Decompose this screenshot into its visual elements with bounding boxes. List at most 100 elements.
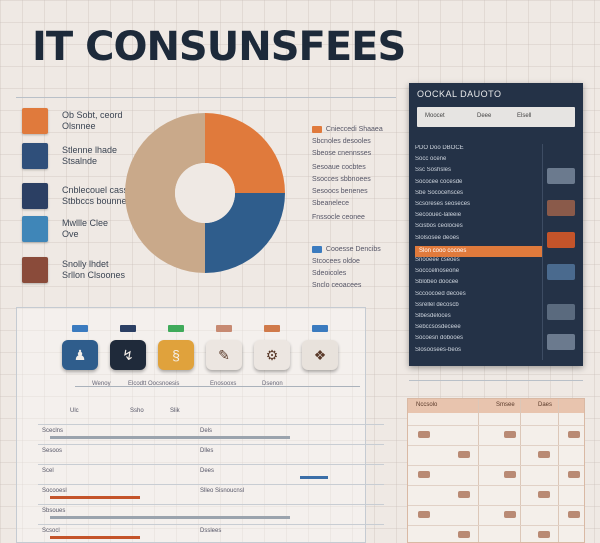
row-item-icon <box>418 471 430 478</box>
row-item-icon <box>568 431 580 438</box>
table-header-cell: Ulc <box>70 408 79 414</box>
panel-row[interactable]: Sccoocoed decoes <box>415 290 466 297</box>
panel-row[interactable]: Socccelnoseone <box>415 268 460 275</box>
network-icon <box>22 216 48 242</box>
panel-top-label: Deee <box>477 113 492 119</box>
arrow-icon[interactable] <box>547 304 575 320</box>
panel-row[interactable]: PDO Doo DBOCE <box>415 145 464 151</box>
row-item-icon <box>458 451 470 458</box>
chart-note: Stcocees oldoe <box>312 258 360 265</box>
table-row-divider <box>38 504 384 505</box>
row-item-icon <box>568 471 580 478</box>
donut-slice <box>205 193 285 273</box>
panel-side-column <box>542 144 578 360</box>
panel-row[interactable]: Slon cooo cocoes <box>415 245 543 257</box>
panel-row[interactable]: Sococee cocesde <box>415 178 463 185</box>
right-table-col-divider <box>520 399 521 542</box>
chart-note-text: Sbeose cnennsses <box>312 150 372 157</box>
icon-chip <box>72 325 88 332</box>
row-item-icon <box>538 451 550 458</box>
right-table-row <box>408 525 584 526</box>
legend-item[interactable]: Stlenne lhade Stsalnde <box>22 143 132 169</box>
icon-caption: Dsenon <box>262 381 283 387</box>
document-icon[interactable]: § <box>158 340 194 370</box>
table-row-divider <box>38 524 384 525</box>
panel-row[interactable]: Secoouec-laleeie <box>415 212 462 219</box>
table-row-bar <box>50 516 290 519</box>
chart-note: Cooesse Dencibs <box>312 246 381 253</box>
legend-label: Snolly lhdet <box>62 259 109 269</box>
right-table-col-divider <box>558 399 559 542</box>
row-item-icon <box>538 491 550 498</box>
legend-item[interactable]: Snolly lhdet Srllon Clsoones <box>22 257 132 283</box>
title-divider <box>16 97 396 98</box>
person-icon[interactable]: ♟ <box>62 340 98 370</box>
chart-note-text: Sesoaue cocbtes <box>312 164 366 171</box>
legend-item[interactable]: Mwllle Clee Ove <box>22 216 132 242</box>
table-header-cell: Slik <box>170 408 180 414</box>
chart-note: Cnieccedi Shaaea <box>312 126 383 133</box>
monitor-icon <box>22 183 48 209</box>
table-row-label: Socooesl <box>42 488 67 494</box>
panel-row[interactable]: Scisbos ceolocies <box>415 223 463 230</box>
right-table-header-cell: Nccsolo <box>416 402 438 408</box>
chart-note-text: Sbeanelece <box>312 200 349 207</box>
legend-label: Mwllle Clee <box>62 218 109 228</box>
right-table-row <box>408 425 584 426</box>
chart-note: Ssocces sbbnoees <box>312 176 371 183</box>
panel-row[interactable]: Slosoosees-beos <box>415 346 462 353</box>
panel-row[interactable]: Sbe Sococehsces <box>415 189 464 196</box>
tools-icon[interactable]: ✎ <box>206 340 242 370</box>
chart-note: Sbeose cnennsses <box>312 150 371 157</box>
table-header-cell: Ssho <box>130 408 144 414</box>
panel-row[interactable]: Slbesdeloces <box>415 313 451 319</box>
table-row-divider <box>38 464 384 465</box>
legend-label: Cnblecouel cass <box>62 185 129 195</box>
legend-sublabel: Stbbccs bounnes <box>62 196 132 206</box>
panel-row[interactable]: Socc ocene <box>415 156 447 163</box>
chart-note-text: Sbcnoles desooles <box>312 138 371 145</box>
strip-divider <box>75 386 360 387</box>
legend-item[interactable]: Cnblecouel cass Stbbccs bounnes <box>22 183 132 209</box>
table-row-value: Dsslees <box>200 528 222 534</box>
panel-top-bar[interactable]: Moocet Deee Elsell <box>417 107 575 127</box>
right-table-row <box>408 465 584 466</box>
legend-label: Stlenne lhade <box>62 145 118 155</box>
table-row-value: Dees <box>200 468 215 474</box>
page-title: IT CONSUNSFEES <box>32 24 406 70</box>
folder-icon[interactable]: ❖ <box>302 340 338 370</box>
chart-icon[interactable]: ↯ <box>110 340 146 370</box>
row-item-icon <box>504 431 516 438</box>
panel-row[interactable]: Socoesn dobooes <box>415 335 464 342</box>
chart-note: Sbcnoles desooles <box>312 138 371 145</box>
bar-icon[interactable] <box>547 168 575 184</box>
settings-icon[interactable]: ⚙ <box>254 340 290 370</box>
panel-row[interactable]: Scsoreses seoseces <box>415 201 471 207</box>
chart-note-text: Stcocees oldoe <box>312 258 360 265</box>
icon-chip <box>312 325 328 332</box>
alert-icon[interactable] <box>547 232 575 248</box>
panel-row[interactable]: Ssrellel decoscb <box>415 301 459 308</box>
panel-row[interactable]: Slolsosee deoes <box>415 234 460 241</box>
panel-row[interactable]: Sebccsosdeceee <box>415 324 461 331</box>
icon-chip <box>120 325 136 332</box>
legend-item[interactable]: Ob Sobt, ceord Olsnnee <box>22 108 132 134</box>
table-row-label: Scsocl <box>42 528 60 534</box>
note-tag <box>312 126 322 133</box>
panel-row[interactable]: Sblobeo doocee <box>415 279 459 286</box>
table-row-label: Scel <box>42 468 54 474</box>
table-row-divider <box>38 444 384 445</box>
list-icon[interactable] <box>547 334 575 350</box>
row-item-icon <box>458 491 470 498</box>
row-item-icon <box>418 431 430 438</box>
panel-top-label: Elsell <box>517 113 532 119</box>
panel-row[interactable]: Snooeee cseoes <box>415 257 460 263</box>
person-icon[interactable] <box>547 200 575 216</box>
panel-row[interactable]: Ssc Soshsles <box>415 167 452 174</box>
chart-note: Fnssocle ceonee <box>312 214 365 221</box>
chart-icon[interactable] <box>547 264 575 280</box>
icon-caption: Wenoy <box>92 381 111 387</box>
chart-note-text: Sdeoicoles <box>312 270 347 277</box>
chart-note-text: Cnieccedi Shaaea <box>325 126 383 133</box>
panel-divider <box>409 380 583 381</box>
